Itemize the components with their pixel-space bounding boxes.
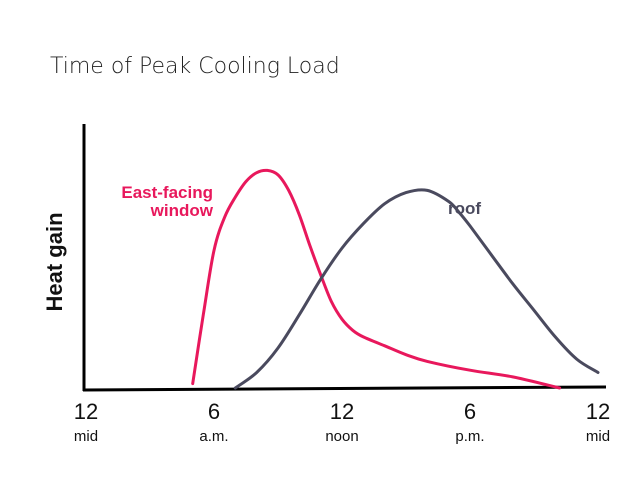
- series-layer: [191, 168, 600, 390]
- series-label-east-facing-window: East-facing window: [121, 183, 213, 220]
- x-tick-label: 12: [74, 399, 98, 424]
- x-tick-label: 12: [330, 399, 354, 424]
- x-tick-sublabel: p.m.: [455, 428, 484, 445]
- series-labels: East-facing window roof: [121, 183, 481, 220]
- x-tick-label: 6: [208, 399, 220, 424]
- slide-title: Time of Peak Cooling Load: [50, 54, 340, 79]
- plot-area: 12 mid 6 a.m. 12 noon 6 p.m. 12 mid East-facing wi…: [42, 124, 610, 445]
- x-tick-sublabel: mid: [586, 428, 610, 445]
- y-axis-label: Heat gain: [42, 212, 67, 311]
- x-tick-sublabel: a.m.: [199, 428, 228, 445]
- series-label-roof: roof: [448, 199, 481, 218]
- x-tick-labels: 12 mid 6 a.m. 12 noon 6 p.m. 12 mid: [74, 399, 610, 445]
- x-tick-sublabel: mid: [74, 428, 98, 445]
- series-line-roof: [233, 188, 600, 390]
- x-tick-label: 6: [464, 399, 476, 424]
- x-axis-line: [82, 385, 607, 392]
- x-tick-sublabel: noon: [325, 428, 358, 445]
- series-line-east-facing-window: [191, 168, 562, 390]
- x-tick-label: 12: [586, 399, 610, 424]
